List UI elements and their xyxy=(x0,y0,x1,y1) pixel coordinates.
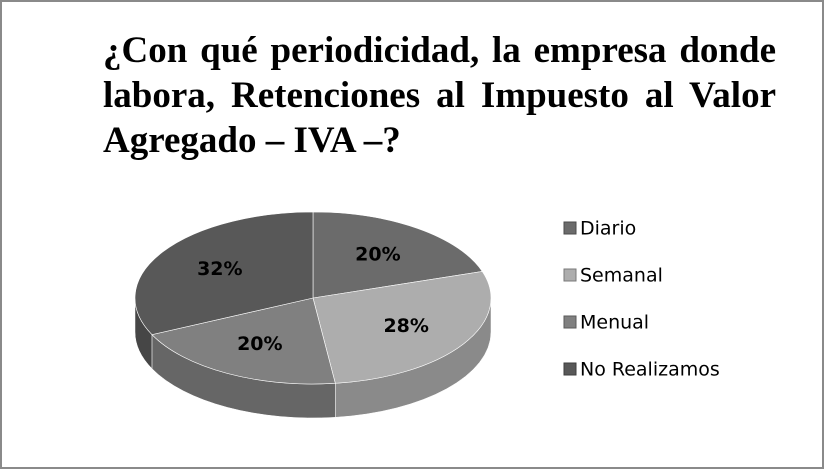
slice xyxy=(151,297,336,385)
slice xyxy=(312,271,492,384)
slice xyxy=(134,211,314,335)
data-label: 20% xyxy=(355,243,400,265)
legend-swatch xyxy=(563,268,577,282)
legend-label: Diario xyxy=(580,218,636,240)
legend-label: No Realizamos xyxy=(580,359,720,381)
slice xyxy=(312,211,483,299)
data-label: 20% xyxy=(237,333,282,355)
data-label: 28% xyxy=(383,315,428,337)
data-label: 32% xyxy=(197,258,242,280)
legend-swatch xyxy=(563,315,577,329)
legend-label: Menual xyxy=(580,312,649,334)
chart-title: ¿Con qué periodicidad, la empresa donde … xyxy=(103,30,776,161)
legend-swatch xyxy=(563,221,577,235)
legend-swatch xyxy=(563,362,577,376)
legend-label: Semanal xyxy=(580,265,663,287)
